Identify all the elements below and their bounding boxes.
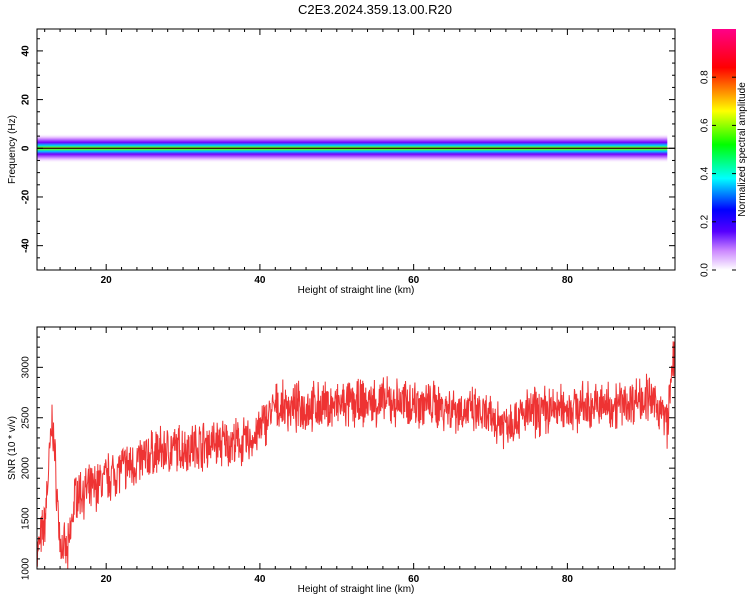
snr-x-tick-label: 60 — [408, 574, 420, 585]
spectrogram-y-tick-label: -20 — [21, 189, 32, 204]
spectrogram-panel: 20 40 60 80 -40 -20 0 20 40 Height of straight l… — [7, 28, 676, 296]
colorbar-tick-label: 0.6 — [700, 118, 711, 132]
spectrogram-y-tick-label: 0 — [21, 145, 32, 151]
colorbar-tick-label: 0.4 — [700, 166, 711, 180]
snr-y-tick-label: 1000 — [21, 557, 32, 580]
snr-x-tick-label: 80 — [562, 574, 574, 585]
spectrogram-y-tick-label: 20 — [21, 94, 32, 106]
spectrogram-frame — [36, 28, 676, 271]
spectrogram-y-label: Frequency (Hz) — [7, 115, 18, 184]
snr-y-tick-label: 2500 — [21, 406, 32, 429]
snr-panel: 20 40 60 80 1000 1500 2000 2500 3000 Height of s… — [7, 326, 676, 595]
spectrogram-ticks: 20 40 60 80 -40 -20 0 20 40 — [21, 29, 676, 286]
spectrogram-x-tick-label: 60 — [408, 275, 420, 286]
colorbar-tick-label: 0.0 — [700, 263, 711, 277]
snr-y-tick-label: 3000 — [21, 356, 32, 379]
spectrogram-band — [37, 133, 675, 163]
snr-ticks: 20 40 60 80 1000 1500 2000 2500 3000 — [21, 326, 676, 585]
spectrogram-x-label: Height of straight line (km) — [298, 285, 415, 296]
snr-x-label: Height of straight line (km) — [298, 584, 415, 595]
colorbar-tick-label: 0.2 — [700, 214, 711, 228]
colorbar-ticks: 0.0 0.2 0.4 0.6 0.8 — [700, 70, 736, 277]
snr-x-tick-label: 40 — [254, 574, 266, 585]
snr-y-tick-label: 1500 — [21, 507, 32, 530]
spectrogram-x-tick-label: 80 — [562, 275, 574, 286]
colorbar: 0.0 0.2 0.4 0.6 0.8 Normalized spectral ampl… — [700, 29, 748, 277]
spectrogram-y-tick-label: -40 — [21, 238, 32, 253]
spectrogram-y-tick-label: 40 — [21, 45, 32, 57]
colorbar-tick-label: 0.8 — [700, 70, 711, 84]
snr-x-tick-label: 20 — [101, 574, 113, 585]
snr-y-label: SNR (10 * v/v) — [7, 416, 18, 480]
colorbar-label: Normalized spectral amplitude — [737, 82, 748, 217]
snr-y-tick-label: 2000 — [21, 457, 32, 480]
spectrogram-x-tick-label: 20 — [101, 275, 113, 286]
spectrogram-x-tick-label: 40 — [254, 275, 266, 286]
chart-title: C2E3.2024.359.13.00.R20 — [298, 2, 452, 17]
colorbar-gradient — [712, 29, 736, 270]
snr-series-line — [36, 339, 676, 569]
